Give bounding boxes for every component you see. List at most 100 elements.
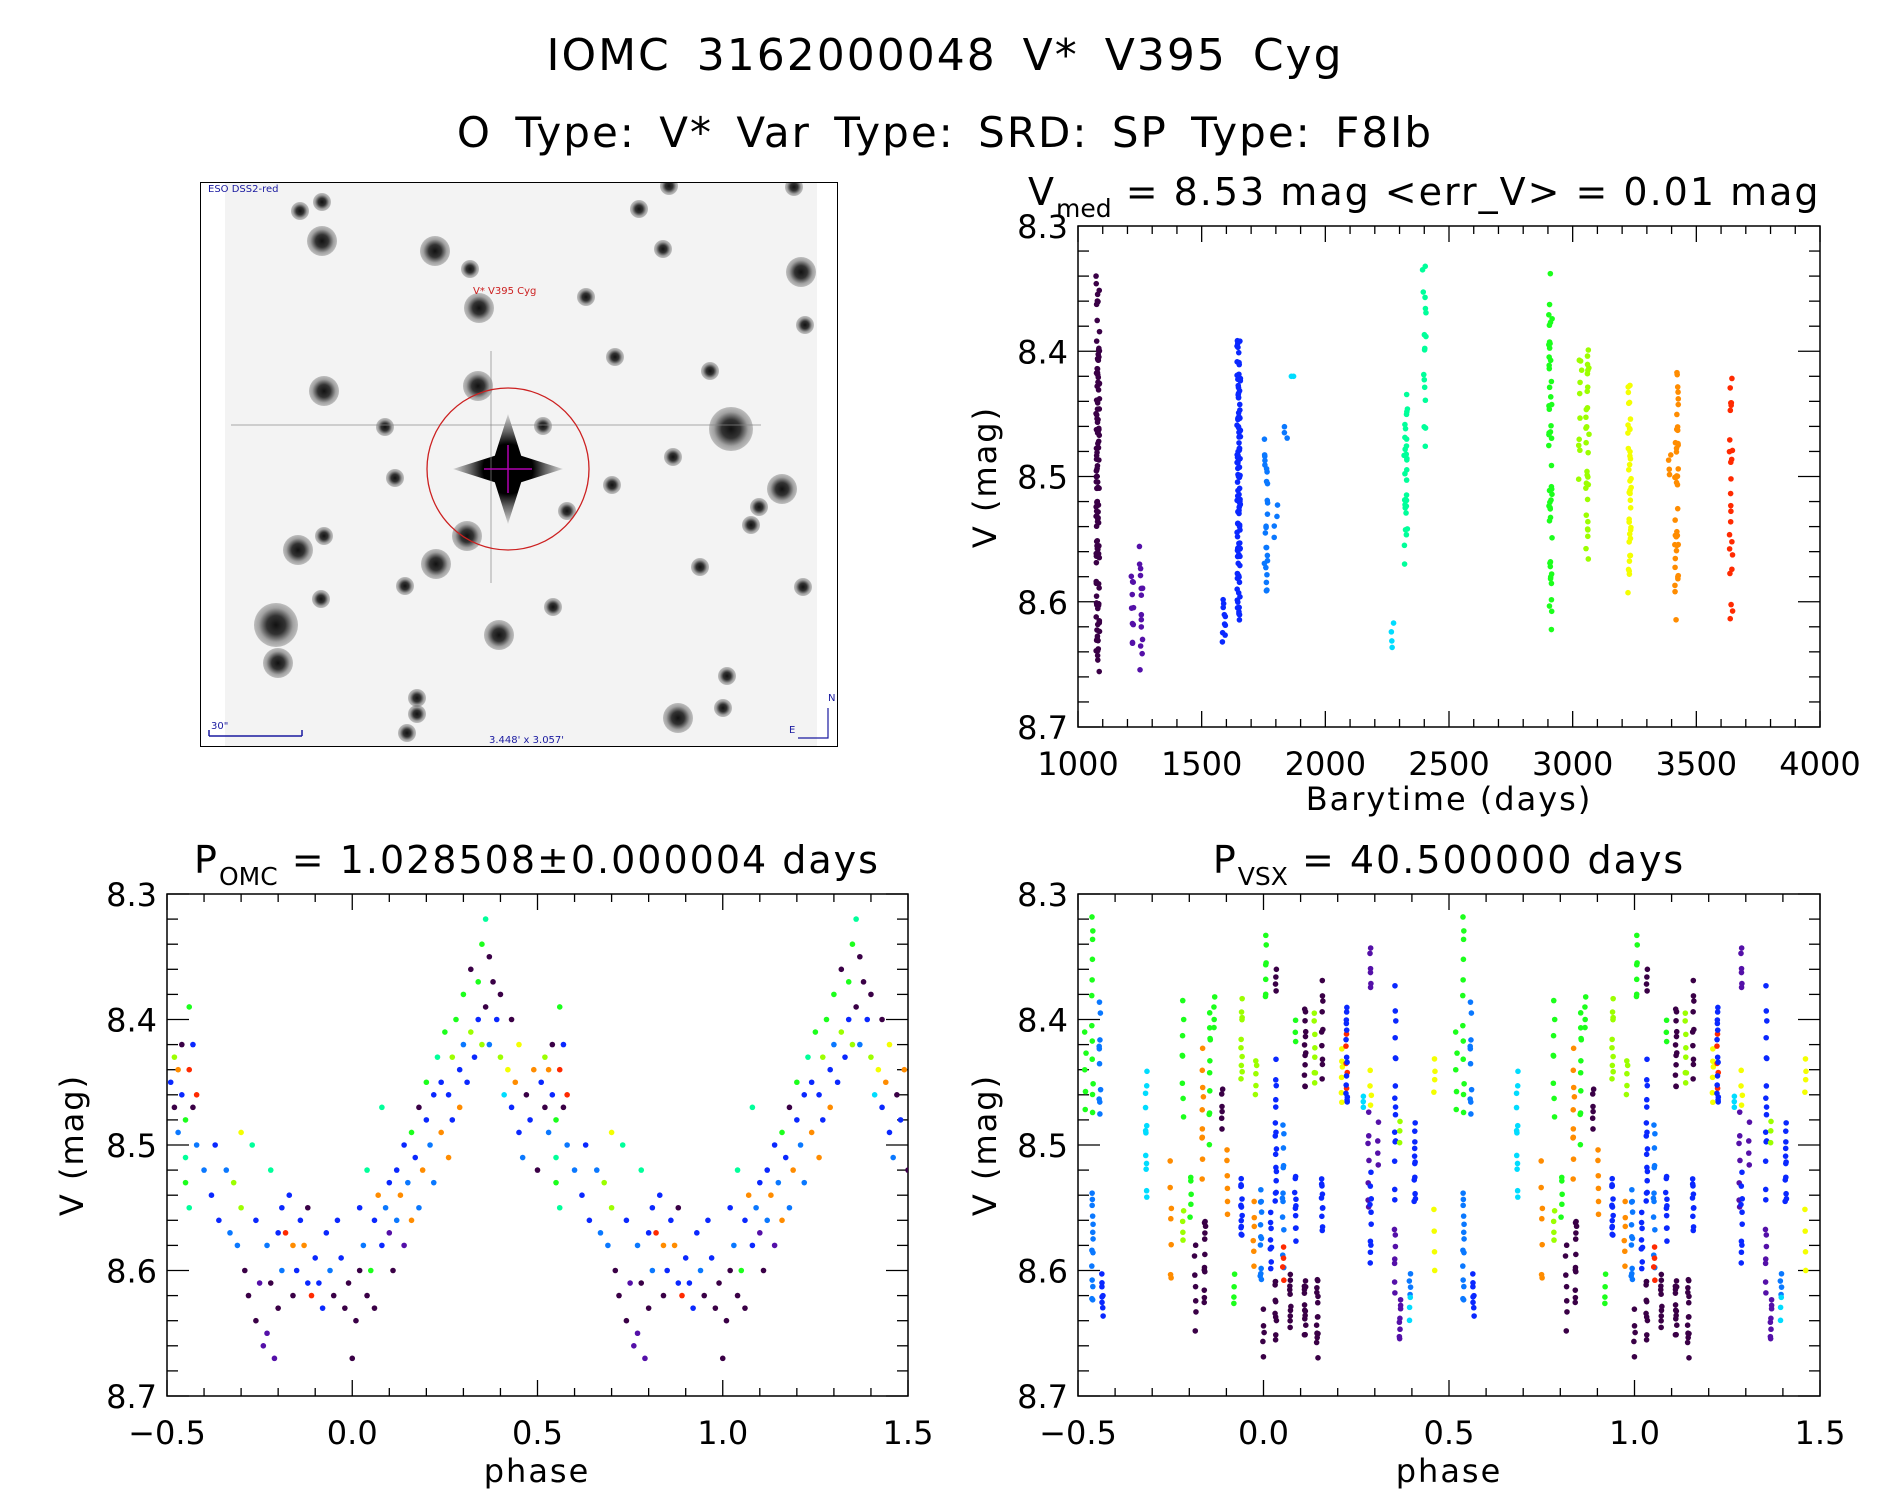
data-point <box>1547 394 1554 400</box>
data-point <box>1672 588 1678 595</box>
data-point <box>1365 1140 1371 1147</box>
data-point <box>1470 1294 1476 1300</box>
data-point <box>1468 1111 1474 1117</box>
data-point <box>1549 315 1555 322</box>
data-point <box>875 1066 882 1073</box>
data-point <box>1093 478 1100 485</box>
star <box>663 702 694 733</box>
data-point <box>1629 1265 1635 1272</box>
data-point <box>1638 1246 1645 1252</box>
data-point <box>1280 1145 1287 1151</box>
lightcurve-title: Vmed = 8.53 mag <err_V> = 0.01 mag <box>1028 170 1821 223</box>
data-point <box>1096 585 1102 591</box>
data-point <box>1674 505 1681 512</box>
data-point <box>1643 1282 1649 1288</box>
data-point <box>1633 961 1640 968</box>
data-point <box>1690 1042 1696 1049</box>
data-point <box>438 1079 444 1086</box>
data-point <box>527 1117 533 1123</box>
data-point <box>1339 1064 1346 1070</box>
x-tick-label: −0.5 <box>1039 1414 1117 1452</box>
data-point <box>1684 1339 1691 1346</box>
star <box>398 723 417 742</box>
data-point <box>1280 1190 1286 1197</box>
phase-vsx-xlabel: phase <box>1395 1452 1503 1490</box>
data-point <box>1639 1259 1646 1265</box>
data-point <box>1662 1189 1669 1196</box>
data-point <box>1258 1209 1265 1215</box>
y-tick-label: 8.7 <box>1017 709 1068 747</box>
data-point <box>627 1280 633 1286</box>
data-point <box>230 1179 237 1186</box>
data-point <box>1344 1099 1351 1105</box>
data-point <box>1578 367 1585 373</box>
data-point <box>1143 1187 1150 1194</box>
data-point <box>1672 517 1678 523</box>
data-point <box>1130 604 1137 611</box>
data-point <box>1095 387 1102 393</box>
data-point <box>1633 976 1640 983</box>
data-point <box>1088 992 1095 999</box>
data-point <box>1573 1251 1579 1258</box>
data-point <box>1738 984 1745 991</box>
data-point <box>1402 446 1408 453</box>
data-point <box>1666 471 1673 478</box>
data-point <box>1572 1299 1579 1306</box>
data-point <box>1423 309 1429 316</box>
data-point <box>1548 608 1555 615</box>
data-point <box>497 1054 504 1060</box>
data-point <box>1573 1223 1580 1230</box>
data-point <box>1301 1290 1308 1296</box>
data-point <box>1551 1114 1558 1120</box>
data-point <box>442 1029 448 1035</box>
data-point <box>1192 1283 1199 1290</box>
data-point <box>1627 535 1634 542</box>
data-point <box>1302 1050 1309 1056</box>
data-point <box>238 1129 244 1136</box>
data-point <box>638 1280 645 1286</box>
data-point <box>805 1054 811 1060</box>
star <box>558 502 577 521</box>
data-point <box>1685 1314 1692 1320</box>
data-point <box>1631 1306 1638 1312</box>
data-point <box>1319 1061 1326 1068</box>
data-point <box>1199 1176 1205 1182</box>
data-point <box>1292 1029 1299 1036</box>
star <box>461 260 480 279</box>
data-point <box>1343 1082 1349 1088</box>
data-point <box>1261 452 1268 458</box>
data-point <box>656 1192 663 1198</box>
data-point <box>542 1104 548 1111</box>
data-point <box>1682 1054 1689 1060</box>
data-point <box>1729 608 1736 614</box>
data-point <box>1643 981 1650 987</box>
y-tick-label: 8.3 <box>106 876 157 914</box>
data-point <box>1672 582 1678 589</box>
data-point <box>1367 1260 1374 1266</box>
data-point <box>697 1267 704 1274</box>
data-point <box>1082 1088 1089 1095</box>
data-point <box>1714 1036 1720 1043</box>
data-point <box>1272 1151 1279 1158</box>
data-point <box>1312 1045 1318 1051</box>
phase-omc-title: POMC = 1.028508±0.000004 days <box>194 838 880 891</box>
data-point <box>1224 1198 1231 1205</box>
data-point <box>1609 1062 1616 1069</box>
data-point <box>468 966 474 973</box>
data-point <box>1401 542 1408 549</box>
data-point <box>556 1204 563 1211</box>
phase-vsx-title: PVSX = 40.500000 days <box>1213 838 1685 891</box>
data-point <box>1137 572 1144 579</box>
data-point <box>1096 999 1103 1005</box>
data-point <box>1193 1309 1199 1315</box>
data-point <box>1224 1211 1231 1218</box>
data-point <box>1584 468 1590 475</box>
data-point <box>649 1204 656 1211</box>
data-point <box>1643 1077 1650 1083</box>
data-point <box>734 1167 741 1173</box>
data-point <box>645 1230 652 1236</box>
data-point <box>1460 1213 1467 1219</box>
data-point <box>1235 553 1242 560</box>
data-point <box>1367 950 1373 957</box>
